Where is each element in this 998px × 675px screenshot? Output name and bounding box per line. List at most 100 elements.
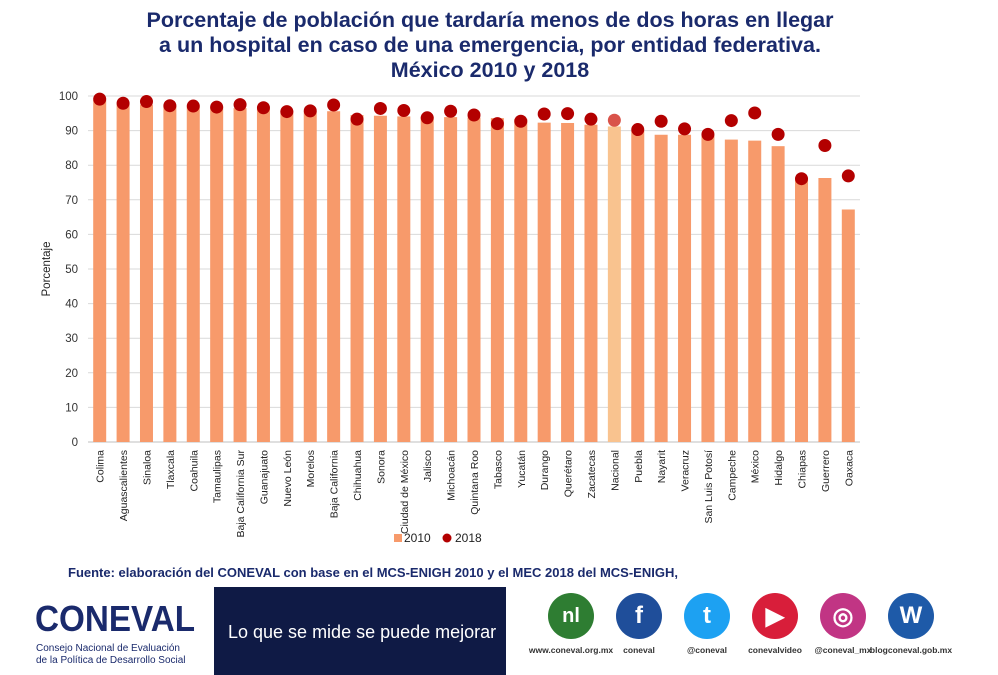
bar-2010 (561, 122, 575, 442)
y-tick-label: 80 (65, 160, 78, 172)
point-2018 (795, 172, 809, 186)
x-tick-label: Chiapas (797, 450, 809, 489)
bar-2010 (490, 118, 504, 443)
legend-label-2010: 2010 (404, 531, 431, 545)
y-axis-label: Porcentaje (41, 242, 53, 297)
point-2018 (397, 104, 411, 118)
point-2018 (748, 106, 762, 120)
slogan-banner (214, 587, 506, 675)
point-2018 (444, 104, 458, 118)
social-label[interactable]: @coneval (687, 645, 727, 655)
point-2018 (303, 104, 317, 118)
x-tick-label: Hidalgo (773, 450, 785, 486)
x-tick-label: Nuevo León (282, 450, 294, 507)
point-2018 (514, 114, 528, 128)
point-2018 (561, 107, 575, 121)
nl-logo-icon[interactable]: nl (548, 593, 594, 639)
point-2018 (490, 117, 504, 131)
point-2018 (210, 100, 224, 114)
point-2018 (163, 99, 177, 113)
y-tick-label: 100 (59, 91, 78, 103)
point-2018 (256, 101, 270, 115)
bar-2010 (163, 105, 177, 443)
bar-2010 (233, 108, 247, 443)
source-note: Fuente: elaboración del CONEVAL con base… (68, 565, 678, 580)
bar-2010 (841, 209, 855, 442)
instagram-icon[interactable]: ◎ (820, 593, 866, 639)
bar-2010 (350, 115, 364, 442)
y-tick-label: 50 (65, 264, 78, 276)
bar-2010 (139, 104, 153, 443)
bar-2010 (771, 146, 785, 443)
bar-2010 (373, 115, 387, 443)
wordpress-icon[interactable]: W (888, 593, 934, 639)
x-tick-label: Morelos (305, 450, 317, 487)
x-tick-label: Querétaro (563, 450, 575, 497)
y-tick-label: 10 (65, 402, 78, 414)
x-tick-label: Colima (95, 450, 107, 483)
point-2018 (771, 127, 785, 141)
x-tick-label: Tabasco (492, 450, 504, 489)
x-tick-label: Aguascalientes (118, 450, 130, 521)
point-2018 (724, 114, 738, 128)
point-2018 (537, 107, 551, 121)
y-tick-label: 70 (65, 195, 78, 207)
x-tick-label: México (750, 450, 762, 483)
bar-2010 (93, 100, 107, 442)
bar-2010 (537, 122, 551, 442)
bar-2010 (514, 118, 528, 442)
bar-2010 (584, 124, 598, 442)
point-2018 (93, 92, 107, 106)
bar-2010 (607, 126, 621, 442)
social-label[interactable]: www.coneval.org.mx (528, 645, 614, 655)
social-label[interactable]: coneval (623, 645, 655, 655)
y-tick-label: 40 (65, 299, 78, 311)
x-tick-label: Jalisco (422, 450, 434, 482)
facebook-icon[interactable]: f (616, 593, 662, 639)
logo-subtitle-2: de la Política de Desarrollo Social (36, 655, 186, 666)
x-tick-label: Guerrero (820, 450, 832, 492)
bar-2010 (444, 117, 458, 442)
point-2018 (186, 99, 200, 113)
social-label[interactable]: blogconeval.gob.mx (869, 645, 953, 655)
point-2018 (373, 101, 387, 115)
coneval-logo: CONEVAL (35, 598, 195, 639)
bar-2010 (303, 111, 317, 442)
bar-2010 (654, 134, 668, 442)
point-2018 (654, 114, 668, 128)
bar-2010 (210, 107, 224, 443)
point-2018 (420, 111, 434, 125)
x-tick-label: Chihuahua (352, 450, 364, 501)
twitter-icon[interactable]: t (684, 593, 730, 639)
slogan-text: Lo que se mide se puede mejorar (228, 622, 497, 642)
bar-2010 (795, 177, 809, 442)
point-2018 (818, 138, 832, 152)
x-tick-label: Sinaloa (141, 450, 153, 485)
point-2018 (841, 169, 855, 183)
social-label[interactable]: @coneval_mx (814, 645, 872, 655)
point-2018 (280, 105, 294, 119)
point-2018 (139, 95, 153, 109)
logo-wordmark: CONEVAL (35, 598, 195, 639)
bar-chart: 0 10 20 30 40 50 60 70 80 90 100 Porcentaje Colima Ag… (41, 91, 860, 545)
youtube-icon[interactable]: ▶ (752, 593, 798, 639)
point-2018 (584, 112, 598, 126)
x-tick-label: Zacatecas (586, 450, 598, 498)
y-tick-label: 90 (65, 126, 78, 138)
x-tick-label: Puebla (633, 450, 645, 483)
bar-2010 (467, 117, 481, 443)
y-tick-label: 20 (65, 368, 78, 380)
x-tick-label: Campeche (726, 450, 738, 501)
x-tick-label: Ciudad de México (399, 450, 411, 534)
x-tick-label: Coahuila (188, 450, 200, 492)
y-tick-label: 30 (65, 333, 78, 345)
point-2018 (678, 122, 692, 136)
x-tick-label: Quintana Roo (469, 450, 481, 515)
legend-label-2018: 2018 (455, 531, 482, 545)
x-tick-label: Yucatán (516, 450, 528, 488)
x-tick-label: Durango (539, 450, 551, 490)
bar-2010 (724, 139, 738, 442)
bar-2010 (397, 116, 411, 442)
y-tick-label: 0 (72, 437, 78, 449)
social-label[interactable]: conevalvideo (748, 645, 802, 655)
